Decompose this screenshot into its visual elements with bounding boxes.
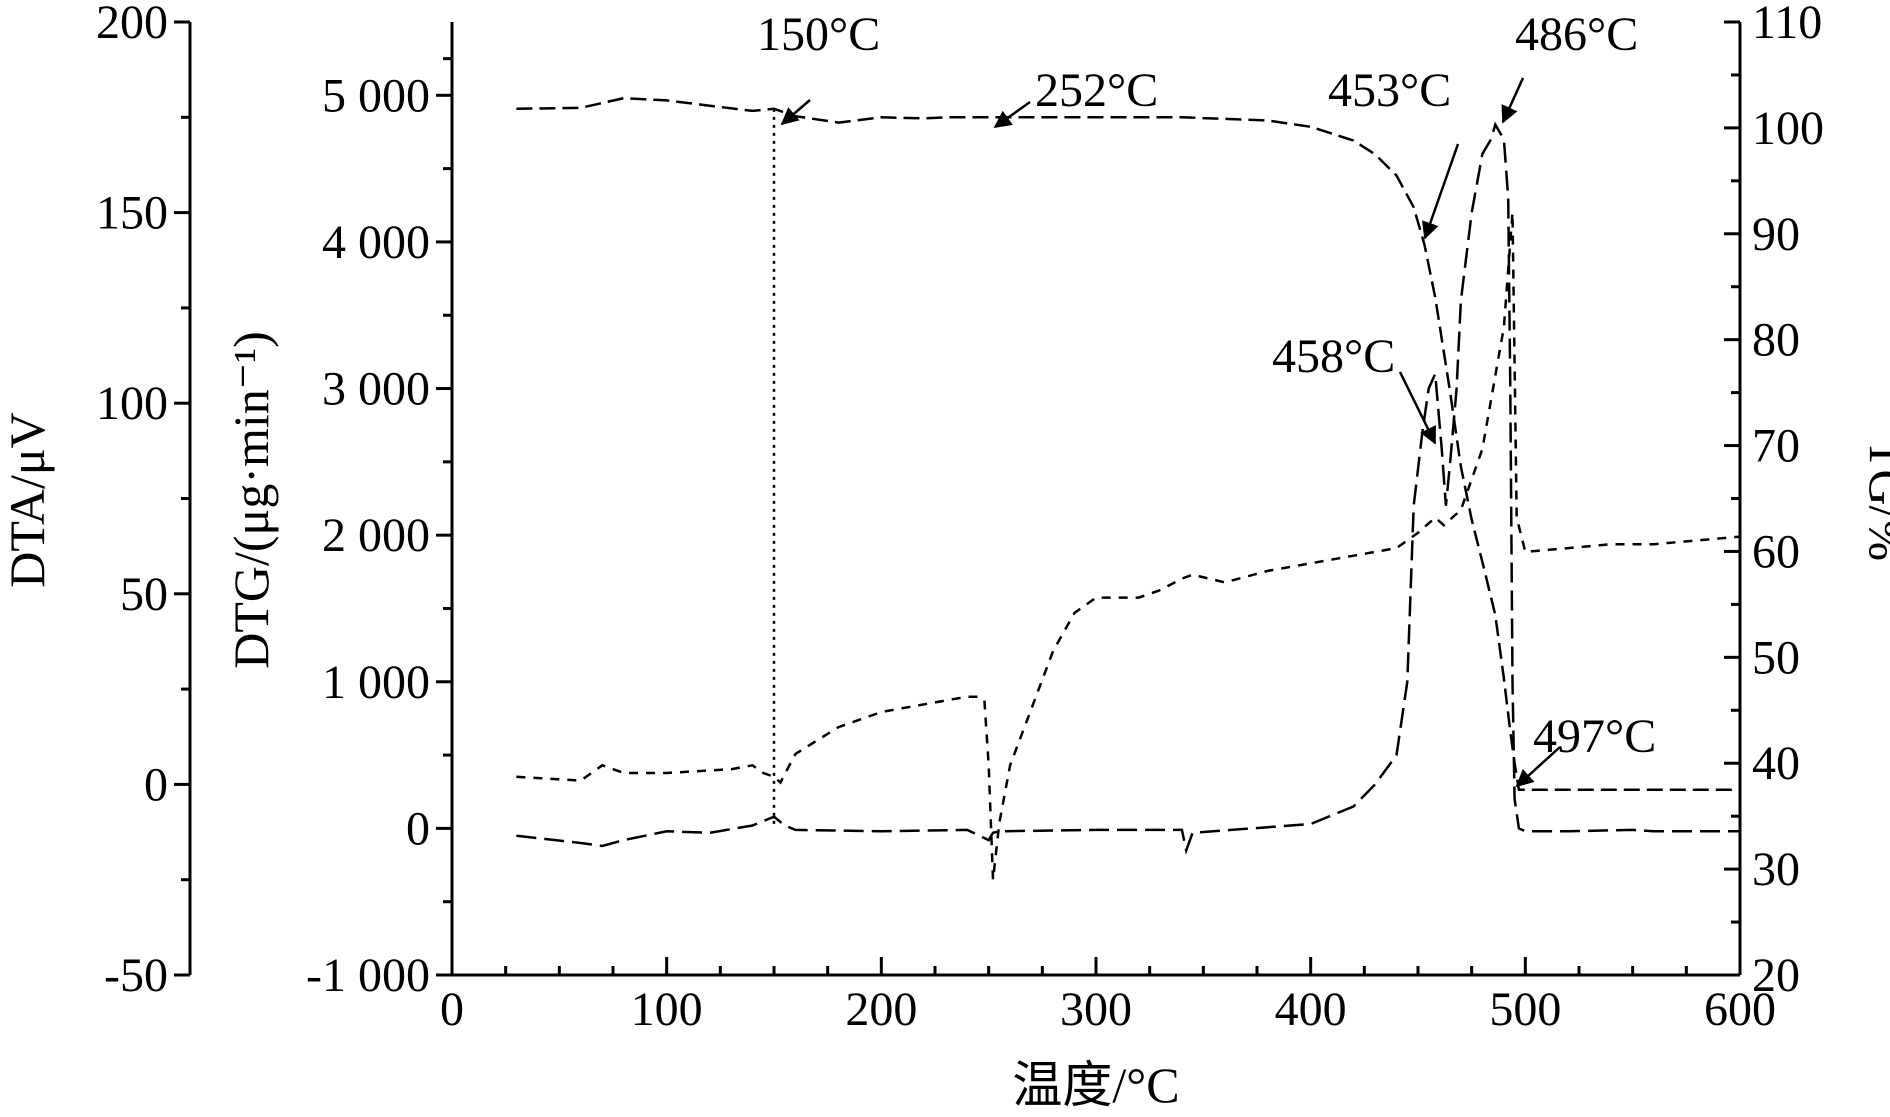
- x-tick-label: 500: [1489, 983, 1561, 1036]
- dta-axis-ticks: -50 0 50 100 150 200: [96, 0, 190, 1002]
- tg-tick-label: 40: [1752, 737, 1800, 790]
- tg-tick-label: 100: [1752, 102, 1824, 155]
- x-tick-label: 0: [440, 983, 464, 1036]
- arrow-453: [1421, 143, 1460, 240]
- tg-tick-label: 80: [1752, 314, 1800, 367]
- dtg-tick-label: 1 000: [322, 656, 430, 709]
- tg-tick-label: 20: [1752, 949, 1800, 1002]
- arrow-458: [1398, 371, 1437, 445]
- tg-tick-label: 30: [1752, 843, 1800, 896]
- tg-axis-title: TG/%: [1859, 439, 1890, 561]
- tg-tick-label: 110: [1752, 0, 1822, 49]
- tg-series-line: [516, 96, 1740, 791]
- x-axis-ticks: 0 100 200 300 400 500 600: [440, 957, 1776, 1036]
- dta-series-line: [516, 212, 1741, 880]
- tg-tick-label: 90: [1752, 208, 1800, 261]
- x-tick-label: 300: [1060, 983, 1132, 1036]
- dta-tick-label: -50: [104, 949, 168, 1002]
- annotation-486: 486°C: [1515, 8, 1638, 61]
- dtg-axis-title: DTG/(μg·min⁻¹): [223, 331, 279, 669]
- annotation-497: 497°C: [1533, 710, 1656, 763]
- annotation-453: 453°C: [1328, 64, 1451, 117]
- dtg-tick-label: 2 000: [322, 509, 430, 562]
- dta-tick-label: 200: [96, 0, 168, 49]
- annotation-252: 252°C: [1035, 64, 1158, 117]
- series-layer: [516, 96, 1741, 880]
- dtg-tick-label: 0: [406, 802, 430, 855]
- x-axis-title: 温度/°C: [1012, 1057, 1179, 1113]
- annotation-458: 458°C: [1272, 330, 1395, 383]
- dtg-axis-ticks: -1 000 0 1 000 2 000 3 000 4 000 5 000: [306, 57, 452, 1002]
- annotation-arrows: [780, 77, 1561, 788]
- dtg-tick-label: 4 000: [322, 216, 430, 269]
- tg-tick-label: 70: [1752, 420, 1800, 473]
- tg-tick-label: 50: [1752, 631, 1800, 684]
- arrow-150: [780, 99, 811, 126]
- x-tick-label: 400: [1275, 983, 1347, 1036]
- dtg-tick-label: 3 000: [322, 363, 430, 416]
- arrow-486: [1501, 77, 1525, 124]
- dta-axis-title: DTA/μV: [0, 412, 55, 588]
- annotation-150: 150°C: [757, 8, 880, 61]
- dta-tick-label: 0: [144, 758, 168, 811]
- tg-tick-label: 60: [1752, 525, 1800, 578]
- arrow-497: [1515, 746, 1561, 788]
- dta-tick-label: 100: [96, 377, 168, 430]
- dtg-tick-label: 5 000: [322, 69, 430, 122]
- dtg-tick-label: -1 000: [306, 949, 430, 1002]
- x-tick-label: 600: [1704, 983, 1776, 1036]
- x-tick-label: 200: [845, 983, 917, 1036]
- dta-tick-label: 150: [96, 187, 168, 240]
- dta-tick-label: 50: [120, 568, 168, 621]
- x-tick-label: 100: [631, 983, 703, 1036]
- arrow-252: [993, 100, 1031, 129]
- tg-axis-ticks: 20 30 40 50 60 70 80 90 100 110: [1724, 0, 1824, 1002]
